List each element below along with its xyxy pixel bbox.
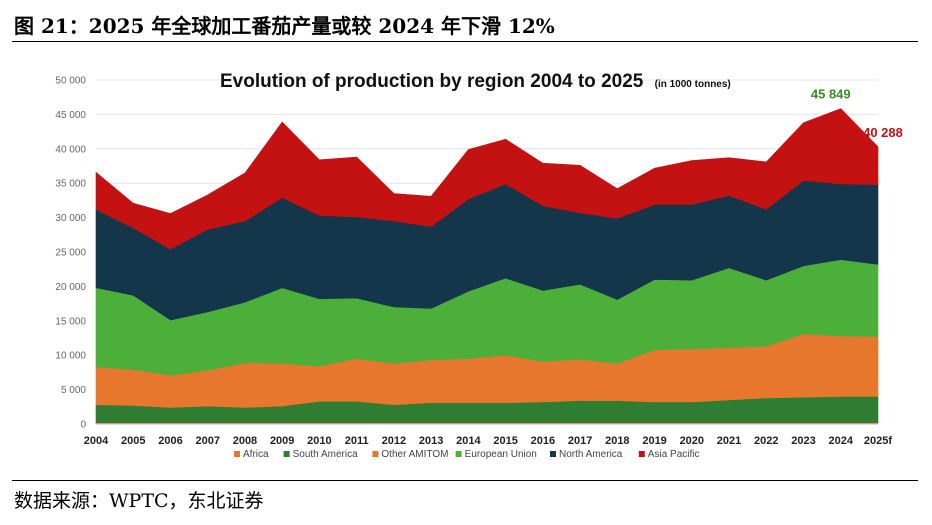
legend-swatch <box>283 451 290 457</box>
legend-swatch <box>234 451 240 457</box>
area-asia-pacific <box>95 108 879 250</box>
x-tick-label: 2023 <box>791 435 815 447</box>
y-tick-label: 20 000 <box>55 282 86 293</box>
x-tick-label: 2012 <box>382 435 406 447</box>
x-tick-label: 2007 <box>195 435 219 447</box>
legend-label: North America <box>559 449 623 460</box>
legend-swatch <box>638 451 645 457</box>
legend-label: Africa <box>243 449 269 460</box>
legend-label: South America <box>293 449 358 460</box>
figure-title: 图 21：2025 年全球加工番茄产量或较 2024 年下滑 12% <box>14 14 555 38</box>
y-tick-label: 40 000 <box>55 144 86 155</box>
x-tick-label: 2010 <box>307 435 331 447</box>
x-tick-label: 2006 <box>158 435 182 447</box>
y-tick-label: 35 000 <box>55 179 86 190</box>
callout-label: 40 288 <box>863 125 903 140</box>
y-tick-label: 25 000 <box>55 248 86 259</box>
chart-title: Evolution of production by region 2004 t… <box>220 71 731 92</box>
x-tick-label: 2014 <box>456 435 481 447</box>
y-tick-label: 10 000 <box>55 351 86 362</box>
source-note: 数据来源：WPTC，东北证券 <box>14 490 264 512</box>
legend-label: European Union <box>465 449 537 460</box>
production-stacked-area-chart: 0 5 000 10 000 15 000 20 000 25 000 30 000 35 0… <box>30 52 910 472</box>
y-tick-label: 50 000 <box>55 76 86 87</box>
y-axis: 0 5 000 10 000 15 000 20 000 25 000 30 000 35 0… <box>55 76 86 431</box>
legend: Africa South America Other AMITOM European … <box>234 449 699 460</box>
x-tick-label: 2008 <box>233 435 257 447</box>
x-tick-label: 2009 <box>270 435 294 447</box>
title-rule <box>12 41 918 42</box>
legend-swatch <box>550 451 556 457</box>
x-tick-label: 2016 <box>531 435 555 447</box>
y-tick-label: 30 000 <box>55 213 86 224</box>
x-tick-label: 2020 <box>680 435 704 447</box>
x-tick-label: 2024 <box>829 435 854 447</box>
x-tick-label: 2021 <box>717 435 741 447</box>
source-rule <box>12 480 918 481</box>
y-tick-label: 45 000 <box>55 110 86 121</box>
value-callouts: 45 849 40 288 <box>811 87 903 140</box>
x-tick-label: 2017 <box>568 435 592 447</box>
x-tick-label: 2019 <box>642 435 666 447</box>
area-series <box>95 108 879 425</box>
callout-label: 45 849 <box>811 87 851 102</box>
y-tick-label: 5 000 <box>61 385 86 396</box>
legend-label: Asia Pacific <box>648 449 700 460</box>
legend-swatch <box>372 451 379 457</box>
x-tick-label: 2015 <box>493 435 517 447</box>
y-tick-label: 15 000 <box>55 316 86 327</box>
x-tick-label: 2013 <box>419 435 443 447</box>
x-tick-label: 2018 <box>605 435 629 447</box>
x-tick-label: 2004 <box>84 435 109 447</box>
x-axis: 2004 2005 2006 2007 2008 2009 2010 2011 2012 2013… <box>84 423 892 447</box>
x-tick-label: 2025f <box>864 435 892 447</box>
x-tick-label: 2022 <box>754 435 778 447</box>
legend-label: Other AMITOM <box>381 449 448 460</box>
x-tick-label: 2011 <box>345 435 369 447</box>
x-tick-label: 2005 <box>121 435 145 447</box>
legend-swatch <box>455 451 462 457</box>
y-tick-label: 0 <box>80 420 86 431</box>
